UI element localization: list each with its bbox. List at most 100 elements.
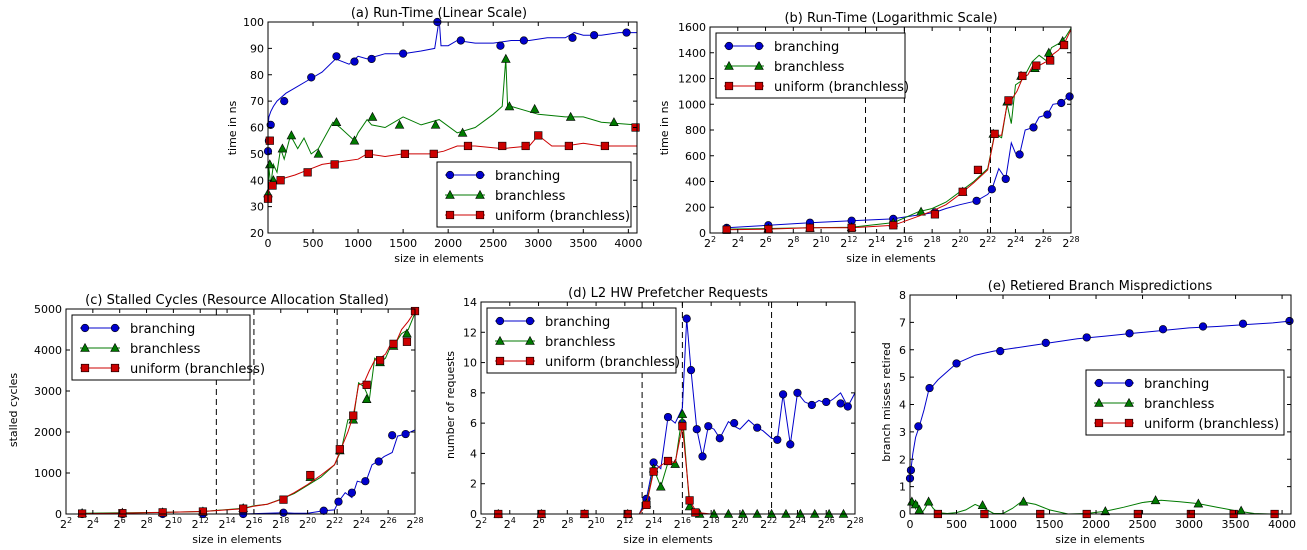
- chart-d-series-0-point: [686, 366, 696, 375]
- chart-d-series-2-line: [498, 426, 855, 514]
- chart-d-series-2-point: [685, 496, 694, 505]
- chart-d-xtick-label: 226: [818, 516, 835, 531]
- chart-d-series-0-point: [843, 402, 852, 411]
- chart-e-series-1-point: [1018, 496, 1029, 506]
- chart-c-series-0-point: [347, 488, 357, 497]
- chart-a-legend-label: uniform (branchless): [495, 209, 630, 224]
- chart-d-ylabel: number of requests: [444, 351, 457, 459]
- chart-a-ytick-label: 20: [250, 227, 264, 240]
- chart-d-ytick-label: 10: [463, 357, 477, 370]
- chart-d-legend-marker: [525, 316, 535, 326]
- chart-d-series-0-point: [698, 452, 707, 461]
- chart-b-xtick-label: 216: [896, 235, 913, 250]
- chart-b-legend-label: branching: [774, 40, 839, 55]
- chart-e-series-0-point: [1198, 322, 1208, 331]
- chart-b-series-2-point: [990, 129, 999, 138]
- chart-d-frame: [480, 301, 856, 515]
- chart-e-legend-marker: [1094, 397, 1104, 407]
- chart-b-series-0-point: [1001, 174, 1010, 184]
- chart-b-xtick-label: 24: [732, 235, 744, 250]
- chart-b-ytick-label: 1600: [678, 21, 706, 34]
- chart-e-legend-marker: [1094, 418, 1104, 428]
- chart-a-series-1-point: [504, 101, 515, 111]
- chart-a-series-2-point: [265, 136, 274, 145]
- chart-d-series-1-point: [684, 501, 695, 511]
- chart-c-series-2-point: [239, 504, 248, 513]
- chart-a-ytick-label: 90: [250, 42, 264, 55]
- chart-e-series-0-point: [1125, 329, 1134, 338]
- chart-b-series-0-point: [1057, 98, 1066, 108]
- chart-a-series-0-point: [399, 49, 408, 58]
- chart-a-series-0-point: [367, 54, 376, 64]
- chart-b-series-1-point: [1043, 47, 1054, 57]
- chart-e-xtick-label: 1500: [1036, 518, 1064, 531]
- chart-b-series-0-point: [1015, 150, 1024, 159]
- chart-b-series-2-point: [1032, 61, 1041, 70]
- chart-a-series-0-point: [519, 36, 528, 45]
- chart-c-xtick-label: 216: [245, 516, 262, 531]
- chart-d-xtick-label: 228: [846, 516, 863, 531]
- chart-a-legend: branching branchless uniform (branchless): [436, 161, 632, 228]
- chart-d-series-2-point: [691, 508, 700, 517]
- chart-d-series-0-point: [822, 397, 831, 407]
- chart-c-legend-label: branchless: [130, 342, 201, 357]
- chart-a-xtick-label: 3000: [524, 237, 552, 250]
- chart-c-series-1-point: [402, 328, 412, 338]
- chart-d-xtick-label: 24: [504, 516, 516, 531]
- chart-a-series-0-point: [266, 120, 275, 129]
- chart-b-plot: 22 24 26 28 210 212 214 216 218 220 222 224 226 228 0 2…: [678, 21, 1080, 250]
- chart-d-series-0-point: [663, 412, 673, 422]
- chart-c-series-2-point: [198, 507, 208, 516]
- chart-c-xtick-label: 224: [353, 516, 370, 531]
- chart-e-legend-label: branchless: [1144, 397, 1215, 412]
- chart-e-series-1-point: [914, 504, 925, 514]
- chart-a-ytick-label: 80: [250, 69, 264, 82]
- chart-c-xtick-label: 212: [192, 516, 209, 531]
- chart-e-xtick-label: 3500: [1222, 518, 1250, 531]
- chart-a-xtick-label: 3500: [569, 237, 597, 250]
- chart-c-xtick-label: 220: [299, 516, 316, 531]
- chart-e-ytick-label: 5: [899, 371, 906, 384]
- chart-d-ytick-label: 8: [470, 387, 477, 400]
- chart-e-series-0-point: [1158, 325, 1168, 334]
- chart-a-series-2-point: [498, 141, 507, 151]
- chart-d-series-2-point: [642, 500, 651, 510]
- chart-b-xlabel: size in elements: [846, 252, 936, 265]
- chart-b-xtick-label: 224: [1007, 235, 1024, 250]
- chart-a-series-1-point: [349, 135, 360, 145]
- chart-c-ytick-label: 0: [55, 508, 62, 521]
- chart-b-xtick-label: 214: [868, 235, 885, 250]
- chart-a-series-1-point: [286, 130, 297, 140]
- chart-c-ytick-label: 1000: [34, 467, 62, 480]
- chart-d-xtick-label: 26: [532, 516, 544, 531]
- chart-a-ytick-label: 70: [250, 95, 264, 108]
- chart-d: (d) L2 HW Prefetcher Requests size in el…: [444, 286, 768, 546]
- chart-a-series-1-point: [501, 53, 511, 63]
- chart-a-series-1-point: [264, 159, 275, 169]
- chart-d-series-2-point: [649, 467, 658, 476]
- chart-d-xtick-label: 212: [616, 516, 633, 531]
- chart-a-series-1-point: [367, 111, 378, 121]
- chart-e-xtick-label: 2500: [1129, 518, 1157, 531]
- chart-a-xlabel: size in elements: [394, 252, 484, 265]
- chart-e-legend-marker: [1124, 378, 1134, 388]
- chart-e-series-0-point: [1238, 319, 1248, 328]
- chart-a-legend-marker: [445, 210, 455, 220]
- chart-b-legend-marker: [754, 60, 764, 70]
- chart-b-xtick-label: 218: [924, 235, 941, 250]
- chart-d-series-0-point: [778, 390, 788, 399]
- chart-e-xtick-label: 3000: [1175, 518, 1203, 531]
- chart-e: (e) Retiered Branch Mispredictions size …: [880, 279, 1212, 546]
- chart-a-ytick-label: 30: [250, 201, 264, 214]
- chart-a-series-1-point: [277, 143, 288, 153]
- chart-e-series-1-point: [923, 496, 934, 506]
- chart-b: (b) Run-Time (Logarithmic Scale) size in…: [658, 11, 998, 265]
- chart-d-series-0-point: [682, 314, 691, 323]
- chart-b-series-0-point: [1065, 92, 1074, 101]
- chart-c-legend-label: uniform (branchless): [130, 362, 265, 377]
- chart-c-legend-label: branching: [130, 322, 195, 337]
- chart-d-xtick-label: 28: [561, 516, 573, 531]
- chart-b-series-0-point: [1029, 123, 1038, 132]
- chart-d-series-0-point: [807, 400, 816, 410]
- chart-b-xtick-label: 220: [951, 235, 968, 250]
